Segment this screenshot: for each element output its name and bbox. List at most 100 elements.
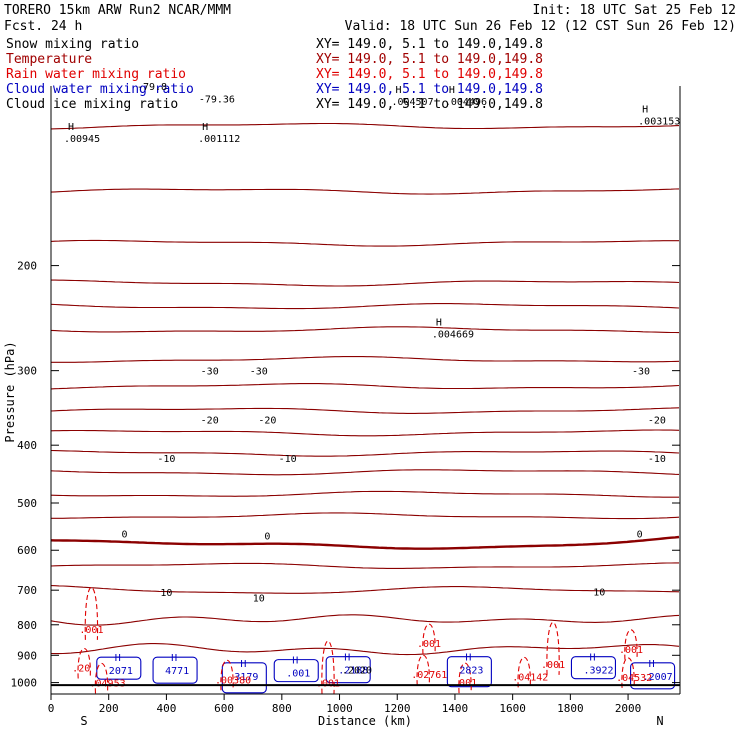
cloud-water-max-label: .2007 — [643, 672, 673, 683]
cloud-water-max-marker: H — [292, 656, 298, 667]
x-tick-label: 1200 — [384, 702, 411, 715]
isotherm--20 — [50, 449, 680, 457]
y-tick-label: 300 — [17, 365, 37, 378]
isotherm-label: -30 — [250, 367, 268, 378]
x-tick-label: 0 — [48, 702, 55, 715]
ice-max-marker: H — [395, 85, 401, 96]
legend-snow-name: Snow mixing ratio — [6, 37, 139, 52]
isotherm--15 — [50, 469, 680, 476]
rain-contour-label: .001 — [79, 625, 103, 636]
isotherm--30 — [50, 407, 680, 414]
cloud-water-contour — [630, 662, 676, 690]
y-tick-label: 800 — [17, 619, 37, 632]
y-axis-title: Pressure (hPa) — [3, 341, 17, 442]
ice-max-label: .004496 — [445, 97, 487, 108]
cloud-water-max-marker: H — [115, 653, 121, 664]
y-tick-label: 400 — [17, 439, 37, 452]
legend-cloud-water-xy: XY= 149.0, 5.1 to 149.0,149.8 — [316, 82, 543, 97]
legend-rain-name: Rain water mixing ratio — [6, 67, 186, 82]
cloud-water-max-label: 2823 — [459, 666, 483, 677]
ice-max-marker: H — [202, 122, 208, 133]
legend-cloud-ice-name: Cloud ice mixing ratio — [6, 97, 178, 112]
x-axis-title: Distance (km) — [318, 714, 412, 728]
isotherm-0 — [50, 535, 680, 550]
legend-rain-xy: XY= 149.0, 5.1 to 149.0,149.8 — [316, 67, 543, 82]
isotherm-label: 10 — [160, 588, 172, 599]
isotherm-label: 10 — [253, 593, 265, 604]
rain-contour-label: .001 — [453, 678, 477, 689]
x-tick-label: 800 — [272, 702, 292, 715]
y-tick-label: 600 — [17, 544, 37, 557]
rain-contour-label: .001 — [316, 679, 340, 690]
rain-contour — [458, 662, 472, 694]
cloud-water-max-marker: H — [649, 659, 655, 670]
model-run-title: TORERO 15km ARW Run2 NCAR/MMM — [4, 3, 231, 18]
isotherm-label: -20 — [648, 415, 666, 426]
rain-contour-label: .04142 — [512, 672, 548, 683]
rain-contour — [624, 629, 638, 660]
isotherm--50 — [50, 303, 680, 310]
contour-labels: -79.36 -79.8 -30 -30 -30 -20 -20 -20 -10 -10 -10 0 0… — [64, 82, 680, 690]
isotherm--55 — [51, 279, 680, 287]
rain-contour — [422, 623, 436, 655]
isotherm-label: -20 — [258, 415, 276, 426]
forecast-hour: Fcst. 24 h — [4, 19, 82, 34]
isotherm-20 — [50, 643, 680, 656]
x-tick-label: 400 — [156, 702, 176, 715]
rain-contour-label: .04953 — [89, 678, 125, 689]
x-tick-label: 200 — [99, 702, 119, 715]
isotherm--70 — [50, 122, 680, 130]
isotherm--35 — [50, 383, 680, 390]
rain-contour — [94, 662, 109, 694]
legend-temperature-name: Temperature — [6, 52, 92, 67]
x-tick-label: 1000 — [326, 702, 353, 715]
ice-max-label: .001112 — [198, 134, 240, 145]
isotherm-label: -10 — [279, 454, 297, 465]
isotherm-10 — [50, 585, 680, 594]
rain-contour-label: .001 — [417, 639, 441, 650]
north-endpoint-label: N — [656, 714, 663, 728]
isotherm--60 — [50, 239, 679, 247]
rain-contour-label: .00380 — [215, 675, 251, 686]
isotherm-label: -10 — [157, 454, 175, 465]
isotherm-label: 0 — [264, 532, 270, 543]
isotherm-label: -79.36 — [199, 95, 235, 106]
cloud-water-max-label: 3179 — [234, 672, 258, 683]
legend-cloud-ice-xy: XY= 149.0, 5.1 to 149.0,149.8 — [316, 97, 543, 112]
ice-max-marker: H — [68, 122, 74, 133]
rain-contour-label: .001 — [619, 645, 643, 656]
cloud-water-contour — [96, 656, 142, 680]
cloud-water-max-label: .2188 — [338, 666, 368, 677]
x-tick-label: 1600 — [499, 702, 526, 715]
rain-contour-label: .02761 — [411, 670, 447, 681]
rain-contour-label: .04532 — [616, 673, 652, 684]
ice-max-marker: H — [449, 85, 455, 96]
isotherm-15 — [50, 614, 680, 626]
isotherm-label: 10 — [593, 587, 605, 598]
isotherm-label: -30 — [632, 367, 650, 378]
isotherm-5 — [50, 562, 679, 569]
south-endpoint-label: S — [80, 714, 87, 728]
isotherm-label: -30 — [201, 367, 219, 378]
isotherm--65 — [50, 188, 680, 195]
legend-cloud-water-name: Cloud water mixing ratio — [6, 82, 194, 97]
hydrometeor-contours — [77, 587, 676, 694]
isotherm--40 — [51, 356, 680, 363]
isotherm-label: -20 — [201, 415, 219, 426]
ice-max-label: .003153 — [638, 116, 680, 127]
ice-max-label: .004507 — [391, 97, 433, 108]
cloud-water-max-marker: H — [240, 659, 246, 670]
rain-contour — [517, 656, 531, 688]
isotherm--10 — [50, 490, 679, 498]
isotherm--5 — [51, 512, 680, 520]
y-tick-label: 200 — [17, 260, 37, 273]
isotherm--45 — [50, 326, 680, 334]
y-tick-label: 500 — [17, 497, 37, 510]
cloud-water-max-label: .001 — [286, 669, 310, 680]
cloud-water-contour — [152, 656, 198, 684]
rain-contour — [220, 659, 234, 691]
cloud-water-max-label: 4771 — [165, 666, 189, 677]
ice-max-label: .004669 — [432, 330, 474, 341]
ice-max-label: .00945 — [64, 134, 100, 145]
